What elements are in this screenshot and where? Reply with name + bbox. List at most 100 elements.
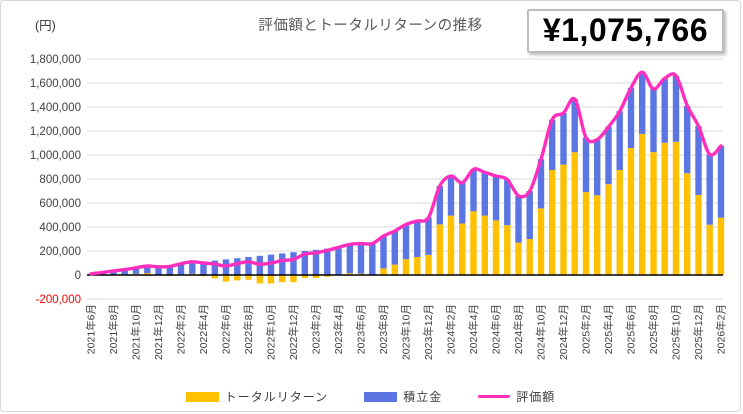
chart-legend: トータルリターン 積立金 評価額 <box>1 388 740 405</box>
bar-total-return <box>346 273 353 275</box>
bar-tsumitate <box>515 195 522 243</box>
bar-tsumitate <box>414 221 421 257</box>
x-tick-label: 2025年10月 <box>670 304 683 360</box>
bar-total-return <box>627 148 635 275</box>
bar-tsumitate <box>301 251 308 275</box>
x-tick-label: 2024年2月 <box>445 304 458 354</box>
bar-tsumitate <box>177 263 185 275</box>
x-tick-label: 2021年6月 <box>85 304 98 354</box>
bar-tsumitate <box>189 261 196 274</box>
bar-tsumitate <box>447 176 455 216</box>
bar-tsumitate <box>605 126 612 185</box>
x-tick-label: 2024年10月 <box>535 304 548 360</box>
legend-line-swatch <box>478 394 511 399</box>
x-tick-label: 2022年8月 <box>242 304 255 354</box>
y-tick-label: 400,000 <box>39 222 81 234</box>
bar-total-return <box>234 275 241 281</box>
bar-total-return <box>380 268 387 275</box>
x-tick-label: 2024年12月 <box>557 304 570 360</box>
bar-total-return <box>571 152 578 275</box>
bar-total-return <box>549 170 556 275</box>
bar-tsumitate <box>425 217 432 255</box>
x-tick-label: 2025年6月 <box>625 304 638 354</box>
bar-tsumitate <box>706 154 713 225</box>
x-tick-label: 2022年2月 <box>175 304 188 354</box>
x-tick-label: 2023年6月 <box>355 304 368 354</box>
bar-tsumitate <box>369 243 376 275</box>
bar-total-return <box>301 275 308 278</box>
x-tick-label: 2023年12月 <box>422 304 435 360</box>
bar-tsumitate <box>234 258 241 275</box>
bar-tsumitate <box>380 236 387 269</box>
legend-item-tsumitate: 積立金 <box>364 388 442 405</box>
bar-total-return <box>650 152 657 275</box>
x-tick-label: 2023年8月 <box>377 304 390 354</box>
x-tick-label: 2023年2月 <box>310 304 323 354</box>
bar-total-return <box>695 195 702 275</box>
bar-tsumitate <box>594 139 601 196</box>
bar-tsumitate <box>346 244 353 274</box>
y-tick-label: 0 <box>75 270 81 282</box>
bar-total-return <box>639 133 646 275</box>
bar-total-return <box>447 215 455 275</box>
bar-tsumitate <box>537 159 545 209</box>
bar-total-return <box>267 275 275 284</box>
x-tick-label: 2022年12月 <box>287 304 300 360</box>
bar-tsumitate <box>571 99 578 153</box>
x-tick-label: 2025年8月 <box>647 304 660 354</box>
bar-tsumitate <box>357 243 365 274</box>
bar-total-return <box>436 224 443 275</box>
bar-total-return <box>414 257 421 275</box>
bar-tsumitate <box>504 179 511 226</box>
bar-total-return <box>290 275 297 283</box>
bar-total-return <box>560 164 567 275</box>
x-tick-label: 2025年12月 <box>692 304 705 360</box>
x-tick-label: 2021年10月 <box>130 304 143 360</box>
bar-total-return <box>481 215 488 275</box>
bar-total-return <box>706 224 713 275</box>
x-tick-label: 2021年12月 <box>152 304 165 360</box>
bar-tsumitate <box>110 270 117 275</box>
bar-tsumitate <box>695 126 702 196</box>
y-tick-label: 200,000 <box>39 246 81 258</box>
bar-tsumitate <box>166 265 173 275</box>
x-tick-label: 2021年8月 <box>107 304 120 354</box>
bar-tsumitate <box>549 119 556 170</box>
x-tick-label: 2022年6月 <box>220 304 233 354</box>
bar-total-return <box>245 275 252 280</box>
bar-total-return <box>222 275 230 282</box>
legend-label: 評価額 <box>516 390 556 404</box>
x-tick-label: 2024年8月 <box>512 304 525 354</box>
bar-total-return <box>526 239 533 275</box>
bar-total-return <box>402 259 410 275</box>
bar-total-return <box>312 275 320 278</box>
bar-tsumitate <box>155 266 162 275</box>
bar-total-return <box>324 275 331 277</box>
bar-total-return <box>425 254 432 275</box>
bar-total-return <box>492 220 500 275</box>
x-tick-label: 2024年4月 <box>467 304 480 354</box>
x-tick-label: 2023年4月 <box>332 304 345 354</box>
valuation-line-path <box>89 70 723 276</box>
bars-total-return <box>87 133 725 284</box>
bar-total-return <box>672 141 680 275</box>
bar-tsumitate <box>582 137 590 193</box>
bar-tsumitate <box>526 191 533 239</box>
bar-tsumitate <box>245 257 252 275</box>
current-valuation-box: ¥1,075,766 <box>526 9 724 53</box>
bar-tsumitate <box>402 224 410 260</box>
bar-tsumitate <box>650 89 657 153</box>
bar-tsumitate <box>661 78 668 143</box>
bar-tsumitate <box>312 249 320 275</box>
bar-total-return <box>605 184 612 275</box>
legend-item-total-return: トータルリターン <box>185 388 328 405</box>
bar-total-return <box>616 170 623 275</box>
chart-title: 評価額とトータルリターンの推移 <box>258 18 483 34</box>
bar-tsumitate <box>470 169 477 212</box>
bar-total-return <box>594 195 601 275</box>
legend-bar-swatch <box>185 391 219 402</box>
legend-bar-swatch <box>364 391 398 402</box>
x-tick-label: 2024年6月 <box>490 304 503 354</box>
x-tick-label: 2026年2月 <box>715 304 728 354</box>
bar-tsumitate <box>144 266 151 274</box>
